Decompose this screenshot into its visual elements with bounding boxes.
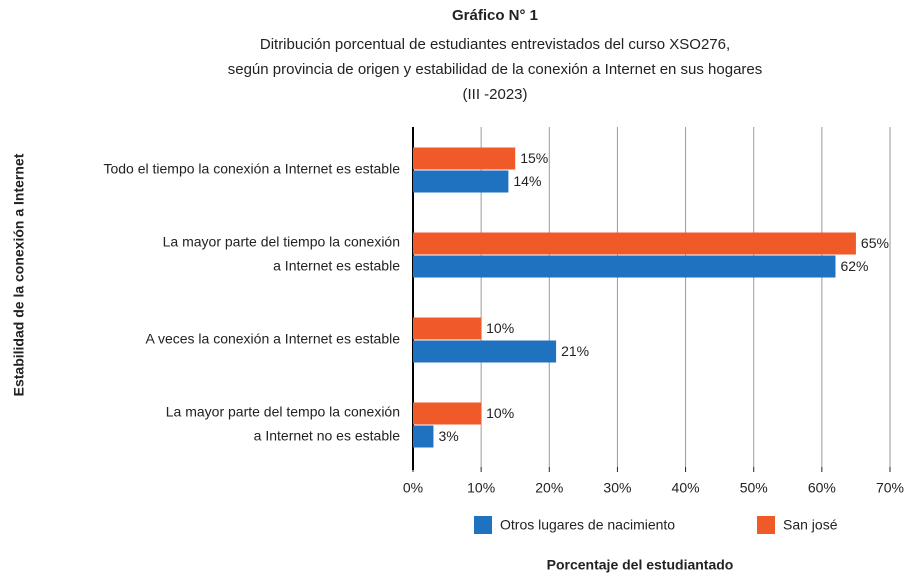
data-label: 21%: [561, 343, 589, 359]
data-label: 10%: [486, 320, 514, 336]
x-tick-label: 60%: [808, 480, 836, 496]
data-label: 15%: [520, 150, 548, 166]
legend-label: San josé: [783, 517, 838, 533]
y-tick-label-line: Todo el tiempo la conexión a Internet es…: [103, 160, 400, 176]
bar: [413, 317, 482, 340]
chart-title: Gráfico N° 1: [452, 7, 538, 24]
legend-swatch: [757, 516, 775, 534]
data-label: 62%: [840, 258, 868, 274]
bar: [413, 147, 516, 170]
data-label: 65%: [861, 235, 889, 251]
data-label: 3%: [438, 428, 458, 444]
y-tick-label-line: a Internet no es estable: [254, 427, 401, 443]
y-tick-label: La mayor parte del tiempo la conexión a I…: [163, 233, 401, 273]
x-tick-label: 10%: [467, 480, 495, 496]
bar: [413, 425, 434, 448]
data-label: 10%: [486, 405, 514, 421]
bar: [413, 340, 557, 363]
legend-label: Otros lugares de nacimiento: [500, 517, 675, 533]
subtitle: Ditribución porcentual de estudiantes en…: [260, 36, 730, 53]
x-tick-label: 70%: [876, 480, 904, 496]
y-tick-label: La mayor parte del tempo la conexión a In…: [166, 403, 400, 443]
bar: [413, 255, 836, 278]
y-tick-label: A veces la conexión a Internet es establ…: [146, 330, 401, 346]
x-tick-label: 40%: [672, 480, 700, 496]
x-axis-label: Porcentaje del estudiantado: [547, 557, 734, 573]
y-tick-label-line: La mayor parte del tiempo la conexión: [163, 233, 400, 249]
bar: [413, 170, 509, 193]
x-tick-label: 20%: [535, 480, 563, 496]
legend-swatch: [474, 516, 492, 534]
x-tick-label: 0%: [403, 480, 423, 496]
x-tick-label: 50%: [740, 480, 768, 496]
y-axis-label: Estabilidad de la conexión a Internet: [11, 153, 27, 396]
y-tick-label: Todo el tiempo la conexión a Internet es…: [103, 160, 400, 176]
y-tick-label-line: La mayor parte del tempo la conexión: [166, 403, 400, 419]
data-label: 14%: [513, 173, 541, 189]
x-tick-label: 30%: [603, 480, 631, 496]
subtitle: (III -2023): [462, 86, 527, 103]
bar: [413, 232, 856, 255]
y-tick-label-line: a Internet es estable: [273, 257, 400, 273]
bar: [413, 402, 482, 425]
y-tick-label-line: A veces la conexión a Internet es establ…: [146, 330, 401, 346]
subtitle: según provincia de origen y estabilidad …: [228, 61, 763, 78]
